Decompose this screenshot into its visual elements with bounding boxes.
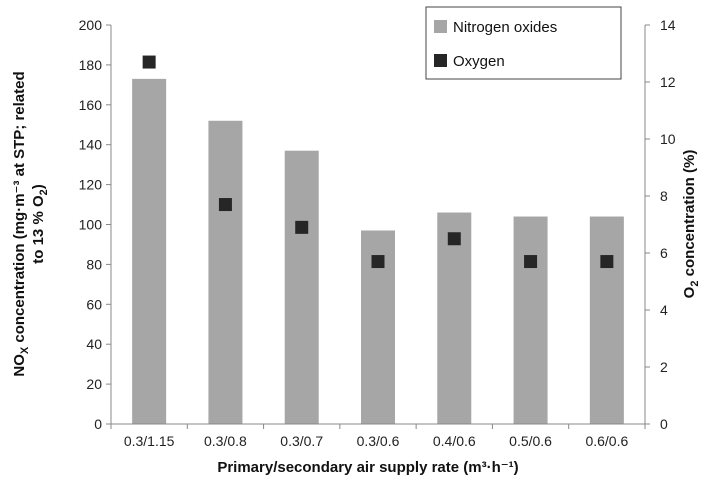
left-tick-label: 200 <box>79 17 103 33</box>
oxygen-series <box>142 55 614 269</box>
x-tick-label: 0.6/0.6 <box>585 433 628 449</box>
y-axis-title-line2: to 13 % O2) <box>30 184 50 263</box>
left-tick-label: 160 <box>79 97 103 113</box>
left-tick-label: 100 <box>79 217 103 233</box>
point-oxygen <box>524 255 538 269</box>
left-tick-label: 20 <box>86 376 102 392</box>
x-tick-label: 0.3/0.7 <box>280 433 323 449</box>
y-axis-title-line1: NOX concentration (mg·m⁻³ at STP; relate… <box>11 71 31 376</box>
x-tick-label: 0.5/0.6 <box>509 433 552 449</box>
right-tick-label: 6 <box>660 245 668 261</box>
left-tick-label: 0 <box>94 416 102 432</box>
legend: Nitrogen oxides Oxygen <box>425 6 622 80</box>
point-oxygen <box>142 55 156 69</box>
right-tick-label: 2 <box>660 359 668 375</box>
nitrogen-oxides-series <box>132 78 624 425</box>
bar-nitrogen-oxides <box>132 78 167 425</box>
left-tick-label: 140 <box>79 137 103 153</box>
legend-swatch-nitrogen-oxides <box>434 20 447 33</box>
left-tick-label: 80 <box>86 256 102 272</box>
legend-swatch-oxygen <box>434 54 447 67</box>
point-oxygen <box>295 220 309 234</box>
x-tick-label: 0.4/0.6 <box>433 433 476 449</box>
left-axis-ticks: 0 20 40 60 80 100 120 140 160 180 200 <box>79 17 111 432</box>
right-tick-label: 8 <box>660 188 668 204</box>
left-tick-label: 180 <box>79 57 103 73</box>
right-tick-label: 10 <box>660 131 676 147</box>
legend-label-oxygen: Oxygen <box>453 53 505 70</box>
x-tick-label: 0.3/0.6 <box>357 433 400 449</box>
left-tick-label: 60 <box>86 296 102 312</box>
right-tick-label: 4 <box>660 302 668 318</box>
x-axis-ticks: 0.3/1.15 0.3/0.8 0.3/0.7 0.3/0.6 0.4/0.6 0.5/… <box>110 424 646 449</box>
right-axis-ticks: 0 2 4 6 8 10 12 14 <box>645 17 676 432</box>
bar-nitrogen-oxides <box>589 216 624 424</box>
y2-axis-title: O2 concentration (%) <box>681 150 701 299</box>
right-tick-label: 12 <box>660 74 676 90</box>
bar-nitrogen-oxides <box>513 216 548 424</box>
point-oxygen <box>218 198 232 212</box>
x-tick-label: 0.3/1.15 <box>124 433 175 449</box>
bar-nitrogen-oxides <box>437 212 472 424</box>
right-tick-label: 0 <box>660 416 668 432</box>
left-tick-label: 40 <box>86 336 102 352</box>
point-oxygen <box>600 255 614 269</box>
legend-box <box>425 6 622 80</box>
left-tick-label: 120 <box>79 177 103 193</box>
point-oxygen <box>447 232 461 246</box>
x-axis-title: Primary/secondary air supply rate (m³·h⁻… <box>217 459 518 476</box>
bar-nitrogen-oxides <box>208 120 243 424</box>
x-tick-label: 0.3/0.8 <box>204 433 247 449</box>
point-oxygen <box>371 255 385 269</box>
legend-label-nitrogen-oxides: Nitrogen oxides <box>453 19 557 36</box>
right-tick-label: 14 <box>660 17 676 33</box>
bar-nitrogen-oxides <box>284 150 319 424</box>
